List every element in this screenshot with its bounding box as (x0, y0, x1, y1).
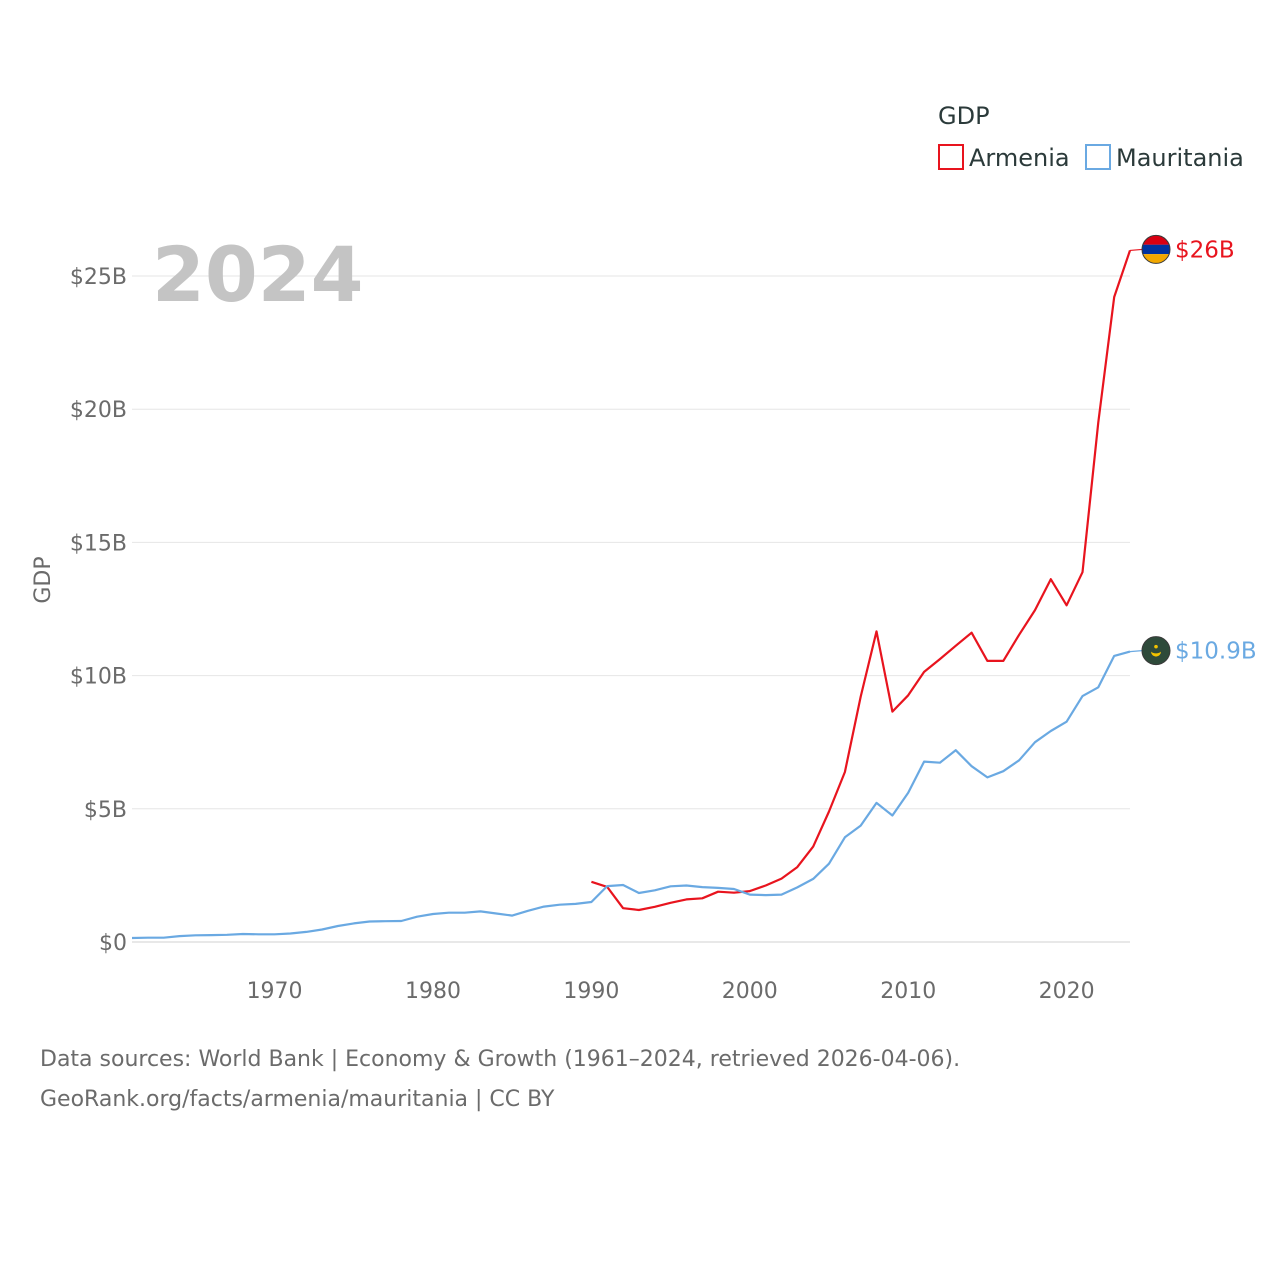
end-label-mauritania: $10.9B (1175, 639, 1257, 665)
y-tick-label: $15B (70, 531, 127, 556)
mauritania-flag-icon (1141, 636, 1171, 666)
end-label-armenia: $26B (1175, 237, 1235, 263)
y-tick-label: $25B (70, 265, 127, 290)
source-link[interactable]: GeoRank.org/facts/armenia/mauritania | C… (40, 1087, 555, 1112)
y-tick-label: $5B (84, 798, 127, 823)
x-tick-label: 1970 (247, 979, 303, 1004)
armenia-flag-icon (1141, 234, 1171, 264)
legend-item-armenia[interactable]: Armenia (938, 144, 1070, 172)
legend-swatch-mauritania (1085, 144, 1111, 170)
series-line-mauritania[interactable] (131, 650, 1131, 940)
x-tick-label: 2010 (880, 979, 936, 1004)
x-axis: 1970 1980 1990 2000 2010 2020 (247, 979, 1095, 1004)
legend-label-mauritania: Mauritania (1116, 144, 1244, 172)
x-tick-label: 2000 (722, 979, 778, 1004)
y-tick-label: $10B (70, 665, 127, 690)
end-connector (1129, 248, 1143, 252)
x-tick-label: 1990 (563, 979, 619, 1004)
y-tick-label: $20B (70, 398, 127, 423)
x-tick-label: 1980 (405, 979, 461, 1004)
series-line-armenia[interactable] (591, 250, 1132, 912)
legend-item-mauritania[interactable]: Mauritania (1085, 144, 1244, 172)
x-tick-label: 2020 (1039, 979, 1095, 1004)
gridlines (132, 275, 1130, 943)
legend-title: GDP (938, 102, 990, 130)
legend[interactable]: GDP Armenia Mauritania (938, 102, 1244, 172)
end-connector (1129, 650, 1143, 653)
source-note: Data sources: World Bank | Economy & Gro… (40, 1040, 1240, 1120)
y-axis: $0 $5B $10B $15B $20B $25B (70, 265, 127, 956)
legend-label-armenia: Armenia (969, 144, 1070, 172)
y-axis-title: GDP (31, 556, 56, 603)
year-display: 2024 (152, 230, 364, 319)
source-line: Data sources: World Bank | Economy & Gro… (40, 1047, 961, 1072)
y-tick-label: $0 (99, 931, 127, 956)
series-lines (131, 250, 1132, 940)
legend-swatch-armenia (938, 144, 964, 170)
end-labels: $26B $10.9B (1129, 234, 1257, 666)
